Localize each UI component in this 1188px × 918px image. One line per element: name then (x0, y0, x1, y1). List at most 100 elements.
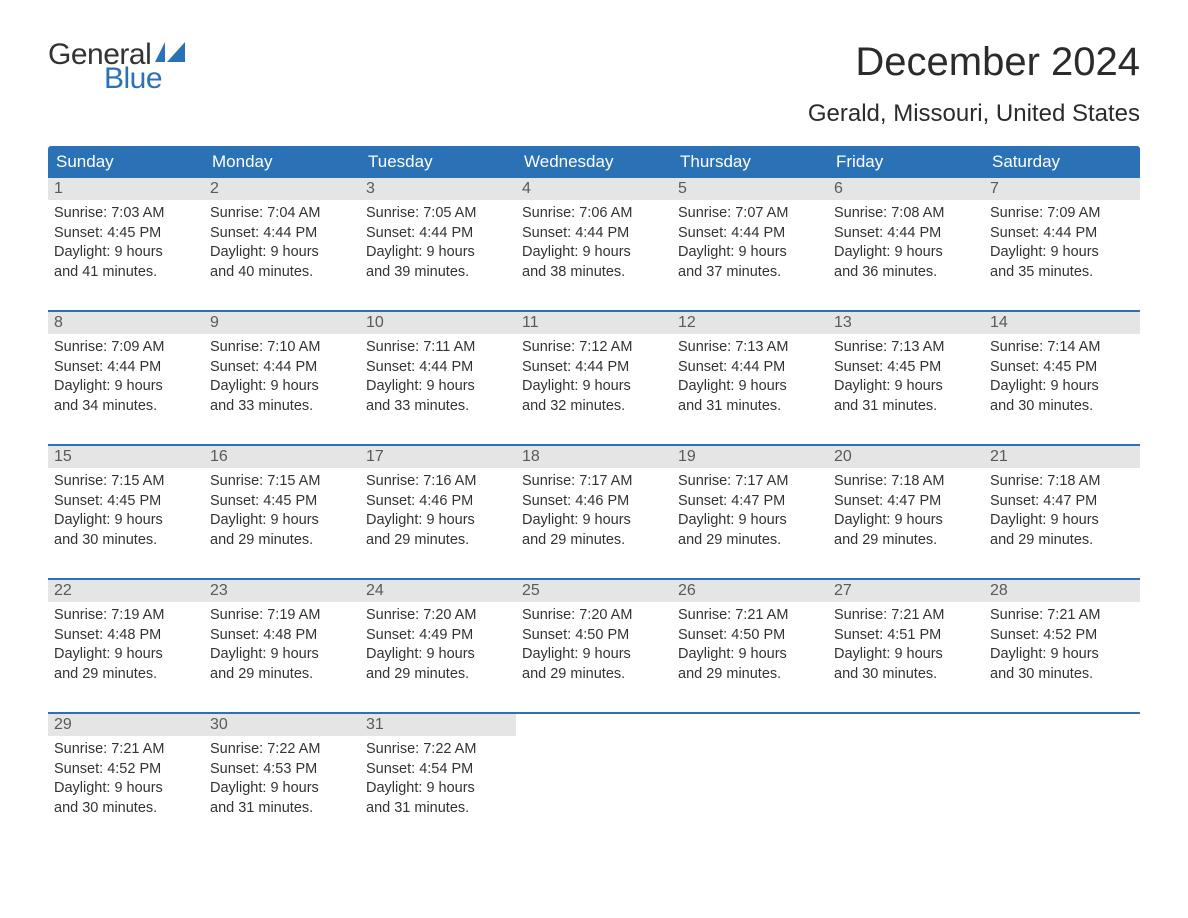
day-cell: 26Sunrise: 7:21 AMSunset: 4:50 PMDayligh… (672, 580, 828, 694)
day-number: 16 (204, 446, 360, 468)
day-header-fri: Friday (828, 146, 984, 178)
day-body: Sunrise: 7:17 AMSunset: 4:46 PMDaylight:… (516, 468, 672, 554)
day-sunset: Sunset: 4:53 PM (210, 760, 354, 780)
day-sunset: Sunset: 4:52 PM (54, 760, 198, 780)
day-cell: 25Sunrise: 7:20 AMSunset: 4:50 PMDayligh… (516, 580, 672, 694)
day-number: 10 (360, 312, 516, 334)
day-day1: Daylight: 9 hours (522, 511, 666, 531)
day-sunset: Sunset: 4:44 PM (522, 224, 666, 244)
day-day2: and 34 minutes. (54, 397, 198, 417)
day-body: Sunrise: 7:21 AMSunset: 4:52 PMDaylight:… (48, 736, 204, 822)
day-sunset: Sunset: 4:44 PM (678, 224, 822, 244)
day-sunset: Sunset: 4:44 PM (210, 358, 354, 378)
day-cell: 22Sunrise: 7:19 AMSunset: 4:48 PMDayligh… (48, 580, 204, 694)
day-day1: Daylight: 9 hours (990, 645, 1134, 665)
day-sunrise: Sunrise: 7:04 AM (210, 204, 354, 224)
day-header-mon: Monday (204, 146, 360, 178)
day-sunrise: Sunrise: 7:20 AM (366, 606, 510, 626)
day-number: 17 (360, 446, 516, 468)
day-sunrise: Sunrise: 7:21 AM (834, 606, 978, 626)
day-sunrise: Sunrise: 7:16 AM (366, 472, 510, 492)
day-body: Sunrise: 7:09 AMSunset: 4:44 PMDaylight:… (984, 200, 1140, 286)
day-body: Sunrise: 7:03 AMSunset: 4:45 PMDaylight:… (48, 200, 204, 286)
day-body: Sunrise: 7:08 AMSunset: 4:44 PMDaylight:… (828, 200, 984, 286)
day-sunset: Sunset: 4:45 PM (834, 358, 978, 378)
day-day2: and 30 minutes. (54, 531, 198, 551)
day-cell: 15Sunrise: 7:15 AMSunset: 4:45 PMDayligh… (48, 446, 204, 560)
day-cell: 11Sunrise: 7:12 AMSunset: 4:44 PMDayligh… (516, 312, 672, 426)
day-day2: and 33 minutes. (210, 397, 354, 417)
day-day2: and 29 minutes. (678, 665, 822, 685)
day-sunrise: Sunrise: 7:06 AM (522, 204, 666, 224)
day-body: Sunrise: 7:04 AMSunset: 4:44 PMDaylight:… (204, 200, 360, 286)
day-number: 5 (672, 178, 828, 200)
day-day2: and 29 minutes. (366, 531, 510, 551)
day-sunset: Sunset: 4:44 PM (366, 224, 510, 244)
day-day2: and 31 minutes. (834, 397, 978, 417)
day-sunrise: Sunrise: 7:17 AM (522, 472, 666, 492)
day-cell: 14Sunrise: 7:14 AMSunset: 4:45 PMDayligh… (984, 312, 1140, 426)
day-cell: 7Sunrise: 7:09 AMSunset: 4:44 PMDaylight… (984, 178, 1140, 292)
day-sunset: Sunset: 4:45 PM (990, 358, 1134, 378)
day-sunrise: Sunrise: 7:07 AM (678, 204, 822, 224)
day-number: 26 (672, 580, 828, 602)
day-sunrise: Sunrise: 7:03 AM (54, 204, 198, 224)
week-row: 1Sunrise: 7:03 AMSunset: 4:45 PMDaylight… (48, 178, 1140, 292)
day-sunrise: Sunrise: 7:19 AM (54, 606, 198, 626)
day-cell: 9Sunrise: 7:10 AMSunset: 4:44 PMDaylight… (204, 312, 360, 426)
day-cell: 28Sunrise: 7:21 AMSunset: 4:52 PMDayligh… (984, 580, 1140, 694)
day-sunrise: Sunrise: 7:18 AM (834, 472, 978, 492)
day-day2: and 29 minutes. (366, 665, 510, 685)
week-row: 15Sunrise: 7:15 AMSunset: 4:45 PMDayligh… (48, 444, 1140, 560)
day-body: Sunrise: 7:17 AMSunset: 4:47 PMDaylight:… (672, 468, 828, 554)
day-number: 6 (828, 178, 984, 200)
day-sunset: Sunset: 4:47 PM (678, 492, 822, 512)
day-number: 13 (828, 312, 984, 334)
day-cell: 27Sunrise: 7:21 AMSunset: 4:51 PMDayligh… (828, 580, 984, 694)
day-number (828, 714, 984, 736)
day-cell (516, 714, 672, 828)
day-day2: and 41 minutes. (54, 263, 198, 283)
day-day2: and 30 minutes. (990, 665, 1134, 685)
day-number: 28 (984, 580, 1140, 602)
day-number: 23 (204, 580, 360, 602)
day-cell: 21Sunrise: 7:18 AMSunset: 4:47 PMDayligh… (984, 446, 1140, 560)
day-cell: 24Sunrise: 7:20 AMSunset: 4:49 PMDayligh… (360, 580, 516, 694)
day-body: Sunrise: 7:18 AMSunset: 4:47 PMDaylight:… (984, 468, 1140, 554)
day-cell: 10Sunrise: 7:11 AMSunset: 4:44 PMDayligh… (360, 312, 516, 426)
day-day2: and 33 minutes. (366, 397, 510, 417)
day-sunset: Sunset: 4:44 PM (54, 358, 198, 378)
day-number (516, 714, 672, 736)
day-header-sat: Saturday (984, 146, 1140, 178)
day-day1: Daylight: 9 hours (678, 511, 822, 531)
logo-text-blue: Blue (104, 64, 185, 94)
day-body: Sunrise: 7:10 AMSunset: 4:44 PMDaylight:… (204, 334, 360, 420)
day-number: 14 (984, 312, 1140, 334)
day-number: 29 (48, 714, 204, 736)
day-cell: 4Sunrise: 7:06 AMSunset: 4:44 PMDaylight… (516, 178, 672, 292)
day-sunset: Sunset: 4:45 PM (54, 224, 198, 244)
day-day1: Daylight: 9 hours (210, 779, 354, 799)
day-sunset: Sunset: 4:44 PM (678, 358, 822, 378)
day-day1: Daylight: 9 hours (366, 377, 510, 397)
day-day2: and 29 minutes. (210, 531, 354, 551)
day-day2: and 29 minutes. (210, 665, 354, 685)
day-number: 30 (204, 714, 360, 736)
day-header-row: Sunday Monday Tuesday Wednesday Thursday… (48, 146, 1140, 178)
day-day2: and 29 minutes. (54, 665, 198, 685)
day-cell: 17Sunrise: 7:16 AMSunset: 4:46 PMDayligh… (360, 446, 516, 560)
day-sunrise: Sunrise: 7:21 AM (990, 606, 1134, 626)
day-body: Sunrise: 7:16 AMSunset: 4:46 PMDaylight:… (360, 468, 516, 554)
day-sunset: Sunset: 4:48 PM (210, 626, 354, 646)
day-day1: Daylight: 9 hours (990, 243, 1134, 263)
day-sunset: Sunset: 4:45 PM (54, 492, 198, 512)
day-sunrise: Sunrise: 7:21 AM (678, 606, 822, 626)
day-sunrise: Sunrise: 7:09 AM (54, 338, 198, 358)
day-sunrise: Sunrise: 7:10 AM (210, 338, 354, 358)
day-day2: and 31 minutes. (366, 799, 510, 819)
day-sunset: Sunset: 4:51 PM (834, 626, 978, 646)
day-header-sun: Sunday (48, 146, 204, 178)
day-day2: and 31 minutes. (210, 799, 354, 819)
day-day1: Daylight: 9 hours (834, 511, 978, 531)
day-body: Sunrise: 7:13 AMSunset: 4:44 PMDaylight:… (672, 334, 828, 420)
